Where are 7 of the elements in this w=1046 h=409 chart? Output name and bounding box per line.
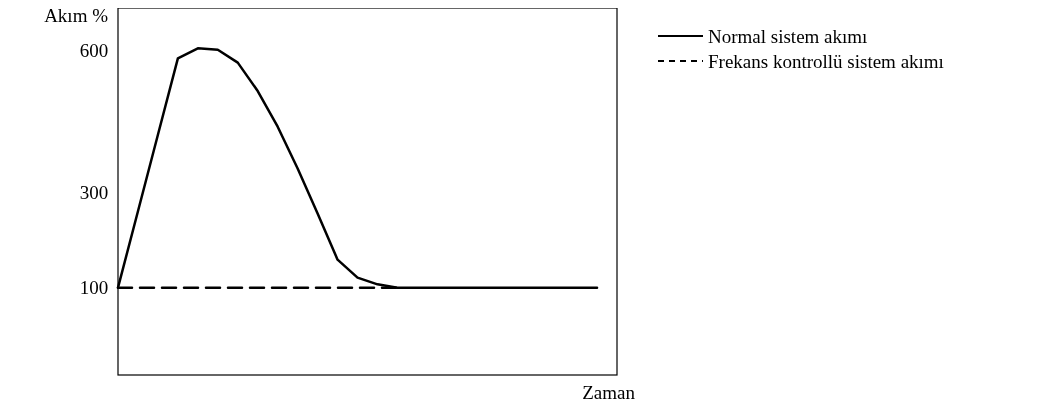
x-axis-title: Zaman bbox=[582, 382, 636, 403]
legend-label: Frekans kontrollü sistem akımı bbox=[708, 50, 944, 72]
y-tick-label: 300 bbox=[79, 182, 109, 204]
y-axis-title: Akım % bbox=[44, 5, 109, 26]
y-tick-label: 600 bbox=[79, 39, 109, 61]
legend-label: Normal sistem akımı bbox=[708, 25, 868, 47]
y-tick-label: 100 bbox=[79, 277, 109, 299]
